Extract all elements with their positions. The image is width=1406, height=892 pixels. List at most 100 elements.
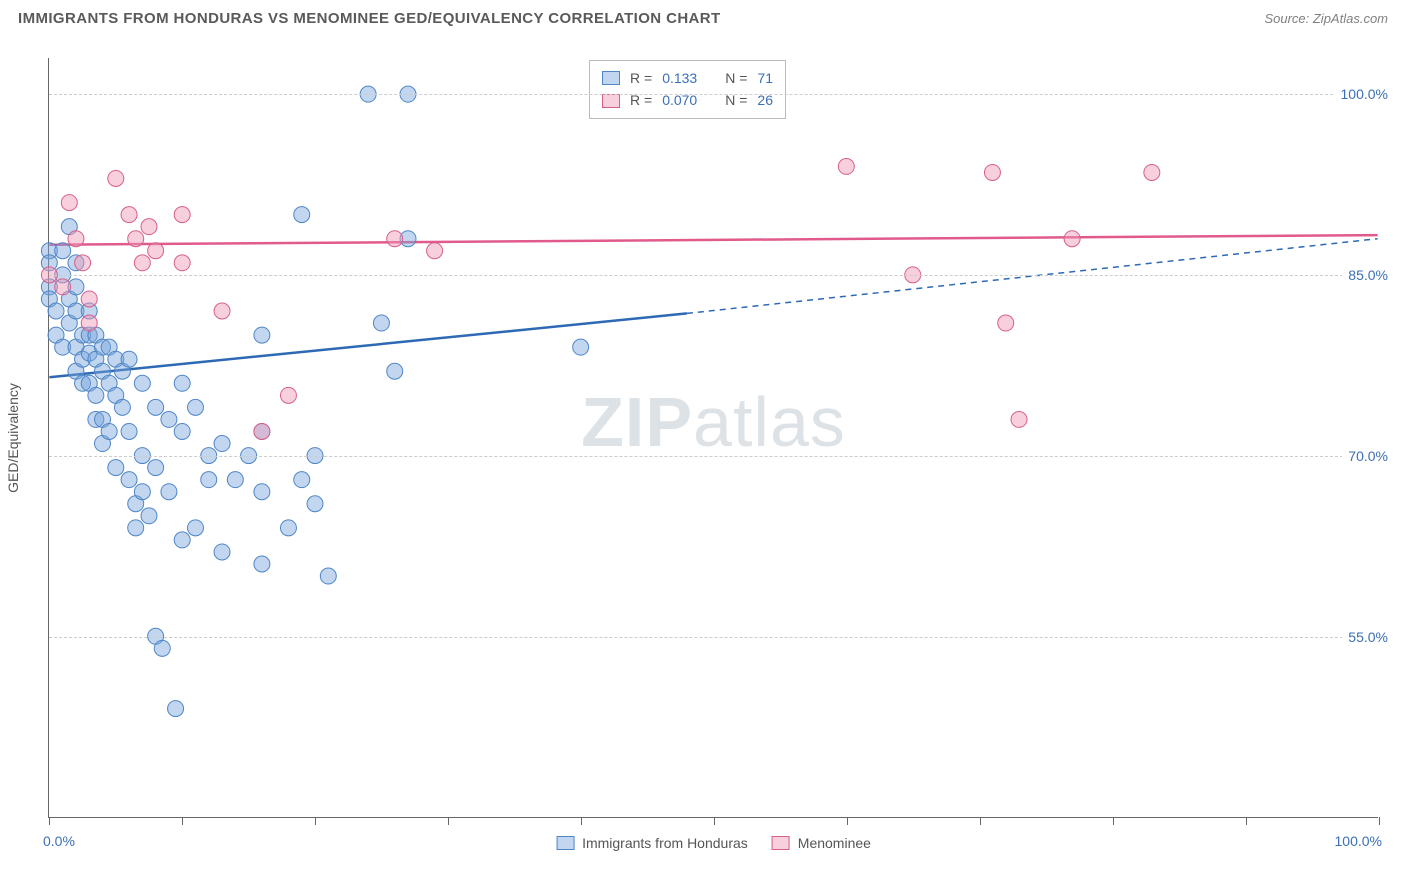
gridline-h — [49, 456, 1388, 457]
data-point — [201, 472, 217, 488]
legend-r-label-0: R = — [630, 67, 652, 89]
y-tick-label: 85.0% — [1342, 267, 1388, 283]
y-tick-label: 55.0% — [1342, 629, 1388, 645]
y-tick-label: 100.0% — [1335, 86, 1388, 102]
legend-swatch-0 — [602, 71, 620, 85]
data-point — [148, 243, 164, 259]
x-tick — [847, 817, 848, 825]
data-point — [48, 303, 64, 319]
data-point — [134, 255, 150, 271]
data-point — [573, 339, 589, 355]
legend-swatch-1 — [602, 94, 620, 108]
data-point — [128, 231, 144, 247]
plot-area: GED/Equivalency ZIPatlas R = 0.133 N = 7… — [48, 58, 1378, 818]
legend-stats: R = 0.133 N = 71 R = 0.070 N = 26 — [589, 60, 786, 119]
gridline-h — [49, 637, 1388, 638]
data-point — [998, 315, 1014, 331]
data-point — [121, 472, 137, 488]
data-point — [254, 423, 270, 439]
data-point — [214, 544, 230, 560]
points-layer — [49, 58, 1378, 817]
data-point — [214, 303, 230, 319]
data-point — [88, 387, 104, 403]
x-tick — [182, 817, 183, 825]
data-point — [1011, 411, 1027, 427]
x-axis-min-label: 0.0% — [43, 833, 75, 849]
data-point — [148, 399, 164, 415]
legend-n-label-1: N = — [725, 89, 747, 111]
legend-series-label-0: Immigrants from Honduras — [582, 835, 748, 851]
legend-stats-row-1: R = 0.070 N = 26 — [602, 89, 773, 111]
gridline-h — [49, 94, 1388, 95]
legend-stats-row-0: R = 0.133 N = 71 — [602, 67, 773, 89]
data-point — [81, 315, 97, 331]
data-point — [68, 231, 84, 247]
data-point — [121, 351, 137, 367]
data-point — [280, 520, 296, 536]
data-point — [141, 219, 157, 235]
gridline-h — [49, 275, 1388, 276]
legend-series-item-1: Menominee — [772, 835, 871, 851]
data-point — [187, 399, 203, 415]
data-point — [174, 375, 190, 391]
data-point — [427, 243, 443, 259]
x-tick — [1246, 817, 1247, 825]
chart-source: Source: ZipAtlas.com — [1264, 11, 1388, 26]
data-point — [101, 423, 117, 439]
data-point — [148, 460, 164, 476]
x-axis-max-label: 100.0% — [1335, 833, 1382, 849]
legend-r-val-0: 0.133 — [662, 67, 697, 89]
data-point — [55, 279, 71, 295]
data-point — [174, 423, 190, 439]
legend-series-item-0: Immigrants from Honduras — [556, 835, 748, 851]
data-point — [387, 231, 403, 247]
data-point — [254, 484, 270, 500]
data-point — [307, 496, 323, 512]
data-point — [174, 532, 190, 548]
data-point — [128, 520, 144, 536]
legend-series-swatch-0 — [556, 836, 574, 850]
data-point — [174, 207, 190, 223]
data-point — [61, 195, 77, 211]
data-point — [1064, 231, 1080, 247]
data-point — [141, 508, 157, 524]
data-point — [121, 207, 137, 223]
data-point — [294, 472, 310, 488]
legend-n-val-0: 71 — [757, 67, 773, 89]
data-point — [108, 460, 124, 476]
legend-n-val-1: 26 — [757, 89, 773, 111]
data-point — [114, 399, 130, 415]
data-point — [387, 363, 403, 379]
x-tick — [49, 817, 50, 825]
data-point — [280, 387, 296, 403]
legend-r-label-1: R = — [630, 89, 652, 111]
data-point — [154, 640, 170, 656]
data-point — [134, 484, 150, 500]
data-point — [75, 255, 91, 271]
x-tick — [980, 817, 981, 825]
data-point — [227, 472, 243, 488]
legend-n-label-0: N = — [725, 67, 747, 89]
legend-series-swatch-1 — [772, 836, 790, 850]
data-point — [161, 484, 177, 500]
y-axis-title: GED/Equivalency — [5, 383, 21, 493]
data-point — [320, 568, 336, 584]
x-tick — [315, 817, 316, 825]
data-point — [214, 436, 230, 452]
y-tick-label: 70.0% — [1342, 448, 1388, 464]
data-point — [838, 158, 854, 174]
x-tick — [1113, 817, 1114, 825]
x-tick — [1379, 817, 1380, 825]
data-point — [984, 164, 1000, 180]
x-tick — [448, 817, 449, 825]
data-point — [168, 701, 184, 717]
data-point — [373, 315, 389, 331]
data-point — [121, 423, 137, 439]
data-point — [254, 327, 270, 343]
legend-series: Immigrants from Honduras Menominee — [556, 835, 871, 851]
data-point — [108, 170, 124, 186]
data-point — [174, 255, 190, 271]
data-point — [55, 243, 71, 259]
legend-series-label-1: Menominee — [798, 835, 871, 851]
data-point — [187, 520, 203, 536]
